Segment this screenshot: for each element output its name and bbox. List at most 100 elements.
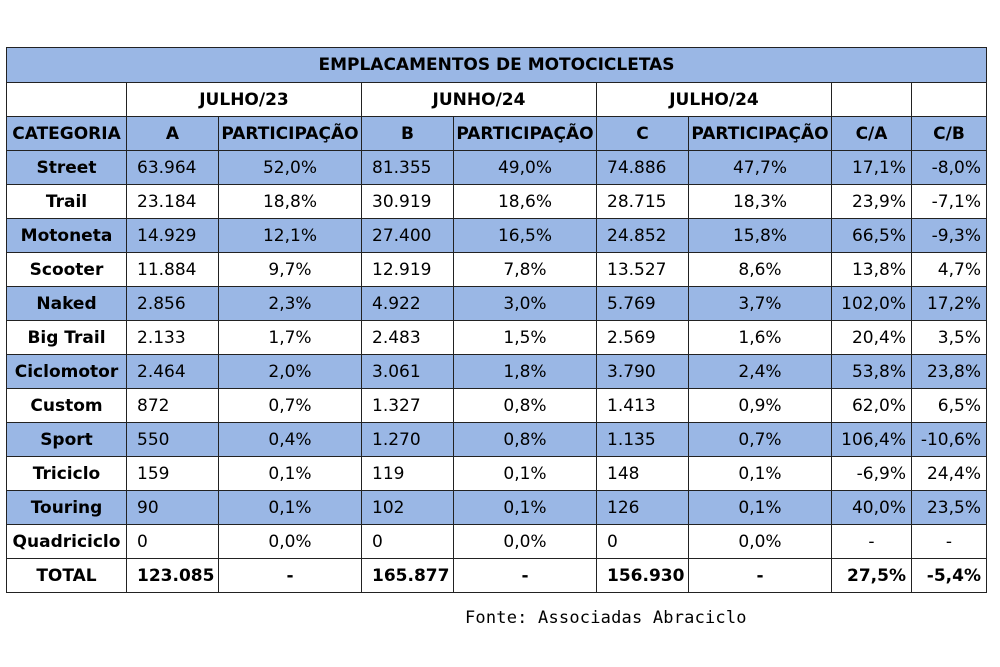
- cell-share-c: 47,7%: [688, 150, 832, 185]
- cell-value-a: 2.133: [126, 320, 219, 355]
- cell-share-c: 0,7%: [688, 422, 832, 457]
- cell-value-a: 872: [126, 388, 219, 423]
- cell-value-a: 2.856: [126, 286, 219, 321]
- cell-value-c: 5.769: [596, 286, 689, 321]
- cell-value-b: 3.061: [361, 354, 454, 389]
- cell-value-b: 2.483: [361, 320, 454, 355]
- cell-share-a: 0,4%: [218, 422, 362, 457]
- cell-share-c: 0,1%: [688, 490, 832, 525]
- cell-value-a: 11.884: [126, 252, 219, 287]
- cell-value-b: 30.919: [361, 184, 454, 219]
- cell-value-a: 23.184: [126, 184, 219, 219]
- cell-share-c: 15,8%: [688, 218, 832, 253]
- cell-share-b: 1,8%: [453, 354, 597, 389]
- total-value-b: 165.877: [361, 558, 454, 593]
- cell-value-c: 126: [596, 490, 689, 525]
- cell-ratio-c-a: 17,1%: [831, 150, 912, 185]
- cell-value-a: 2.464: [126, 354, 219, 389]
- cell-ratio-c-b: 3,5%: [911, 320, 987, 355]
- cell-value-b: 81.355: [361, 150, 454, 185]
- cell-ratio-c-a: 66,5%: [831, 218, 912, 253]
- cell-ratio-c-b: 4,7%: [911, 252, 987, 287]
- cell-value-a: 63.964: [126, 150, 219, 185]
- cell-ratio-c-b: 6,5%: [911, 388, 987, 423]
- column-header-categoria: CATEGORIA: [6, 116, 127, 151]
- cell-ratio-c-a: 53,8%: [831, 354, 912, 389]
- cell-value-a: 14.929: [126, 218, 219, 253]
- period-junho-24: JUNHO/24: [361, 82, 597, 117]
- table-row: Touring 90 0,1% 102 0,1% 126 0,1% 40,0% 23,5%: [6, 490, 987, 525]
- cell-value-a: 159: [126, 456, 219, 491]
- cell-value-a: 90: [126, 490, 219, 525]
- cell-share-b: 0,1%: [453, 490, 597, 525]
- cell-share-c: 8,6%: [688, 252, 832, 287]
- cell-value-c: 0: [596, 524, 689, 559]
- cell-share-b: 7,8%: [453, 252, 597, 287]
- column-header-participacao-c: PARTICIPAÇÃO: [688, 116, 832, 151]
- cell-value-a: 0: [126, 524, 219, 559]
- total-ratio-c-a: 27,5%: [831, 558, 912, 593]
- cell-share-c: 3,7%: [688, 286, 832, 321]
- cell-value-c: 28.715: [596, 184, 689, 219]
- cell-ratio-c-b: 23,8%: [911, 354, 987, 389]
- table-row: Quadriciclo 0 0,0% 0 0,0% 0 0,0% - -: [6, 524, 987, 559]
- cell-value-c: 74.886: [596, 150, 689, 185]
- cell-share-a: 0,1%: [218, 456, 362, 491]
- cell-share-a: 9,7%: [218, 252, 362, 287]
- cell-share-b: 18,6%: [453, 184, 597, 219]
- cell-ratio-c-a: 62,0%: [831, 388, 912, 423]
- cell-ratio-c-b: 24,4%: [911, 456, 987, 491]
- period-julho-24: JULHO/24: [596, 82, 832, 117]
- cell-category: Touring: [6, 490, 127, 525]
- cell-category: Street: [6, 150, 127, 185]
- table-row: Sport 550 0,4% 1.270 0,8% 1.135 0,7% 106,4% -10,…: [6, 422, 987, 457]
- source-note: Fonte: Associadas Abraciclo: [465, 608, 747, 628]
- cell-value-b: 12.919: [361, 252, 454, 287]
- cell-share-b: 1,5%: [453, 320, 597, 355]
- table-row: Naked 2.856 2,3% 4.922 3,0% 5.769 3,7% 102,0% 17…: [6, 286, 987, 321]
- cell-ratio-c-a: 102,0%: [831, 286, 912, 321]
- cell-share-b: 3,0%: [453, 286, 597, 321]
- cell-share-c: 18,3%: [688, 184, 832, 219]
- cell-value-c: 148: [596, 456, 689, 491]
- table-row: Street 63.964 52,0% 81.355 49,0% 74.886 47,7% 1…: [6, 150, 987, 185]
- cell-category: Ciclomotor: [6, 354, 127, 389]
- table-row: Big Trail 2.133 1,7% 2.483 1,5% 2.569 1,6% 20,4…: [6, 320, 987, 355]
- cell-category: Big Trail: [6, 320, 127, 355]
- cell-ratio-c-b: -10,6%: [911, 422, 987, 457]
- column-header-c-over-a: C/A: [831, 116, 912, 151]
- cell-ratio-c-b: -: [911, 524, 987, 559]
- cell-value-b: 0: [361, 524, 454, 559]
- total-share-c: -: [688, 558, 832, 593]
- period-julho-23: JULHO/23: [126, 82, 362, 117]
- cell-ratio-c-a: 20,4%: [831, 320, 912, 355]
- cell-category: Trail: [6, 184, 127, 219]
- cell-share-a: 2,0%: [218, 354, 362, 389]
- cell-share-a: 0,0%: [218, 524, 362, 559]
- cell-category: Custom: [6, 388, 127, 423]
- cell-category: Motoneta: [6, 218, 127, 253]
- cell-ratio-c-a: -6,9%: [831, 456, 912, 491]
- total-category: TOTAL: [6, 558, 127, 593]
- cell-ratio-c-a: -: [831, 524, 912, 559]
- cell-share-c: 0,0%: [688, 524, 832, 559]
- cell-ratio-c-b: 23,5%: [911, 490, 987, 525]
- total-value-a: 123.085: [126, 558, 219, 593]
- cell-value-c: 1.135: [596, 422, 689, 457]
- cell-share-a: 12,1%: [218, 218, 362, 253]
- cell-ratio-c-a: 23,9%: [831, 184, 912, 219]
- cell-value-c: 24.852: [596, 218, 689, 253]
- cell-category: Quadriciclo: [6, 524, 127, 559]
- total-share-a: -: [218, 558, 362, 593]
- cell-share-a: 52,0%: [218, 150, 362, 185]
- period-empty-cell: [6, 82, 127, 117]
- cell-share-b: 16,5%: [453, 218, 597, 253]
- cell-value-b: 119: [361, 456, 454, 491]
- column-header-c-over-b: C/B: [911, 116, 987, 151]
- cell-share-c: 0,9%: [688, 388, 832, 423]
- table-row: Triciclo 159 0,1% 119 0,1% 148 0,1% -6,9% 24,4%: [6, 456, 987, 491]
- table-row: Scooter 11.884 9,7% 12.919 7,8% 13.527 8,6% 13,…: [6, 252, 987, 287]
- cell-share-b: 49,0%: [453, 150, 597, 185]
- cell-value-b: 1.327: [361, 388, 454, 423]
- total-share-b: -: [453, 558, 597, 593]
